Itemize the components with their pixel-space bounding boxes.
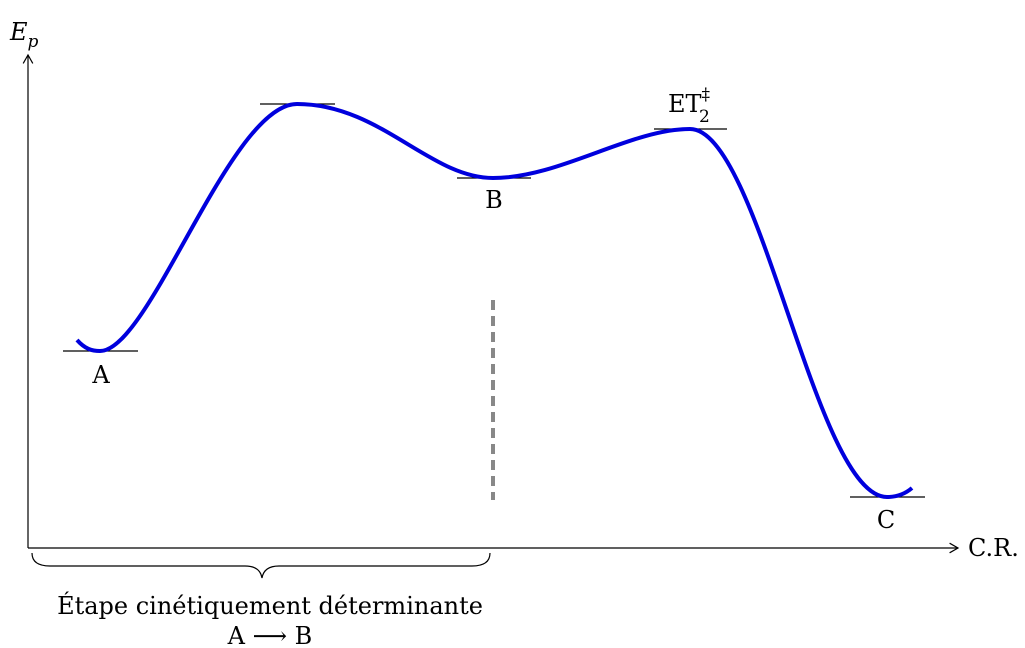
point-label: C bbox=[877, 506, 895, 534]
y-axis-label: Ep bbox=[9, 18, 39, 52]
energy-curve bbox=[75, 101, 914, 500]
label-sub: 2 bbox=[699, 107, 710, 127]
label-sub: p bbox=[28, 32, 39, 52]
point-label: ET‡ 2 bbox=[668, 85, 711, 127]
brace bbox=[31, 552, 491, 579]
point-label: B bbox=[485, 186, 503, 214]
label-base: ET bbox=[668, 90, 702, 118]
label-sup: ‡ bbox=[702, 85, 711, 105]
x-axis-label: C.R. bbox=[968, 534, 1019, 562]
label-base: E bbox=[9, 18, 28, 46]
brace-label: Étape cinétiquement déterminante bbox=[57, 591, 483, 620]
point-label: A bbox=[91, 361, 110, 389]
brace-reaction: A ⟶ B bbox=[227, 622, 313, 648]
